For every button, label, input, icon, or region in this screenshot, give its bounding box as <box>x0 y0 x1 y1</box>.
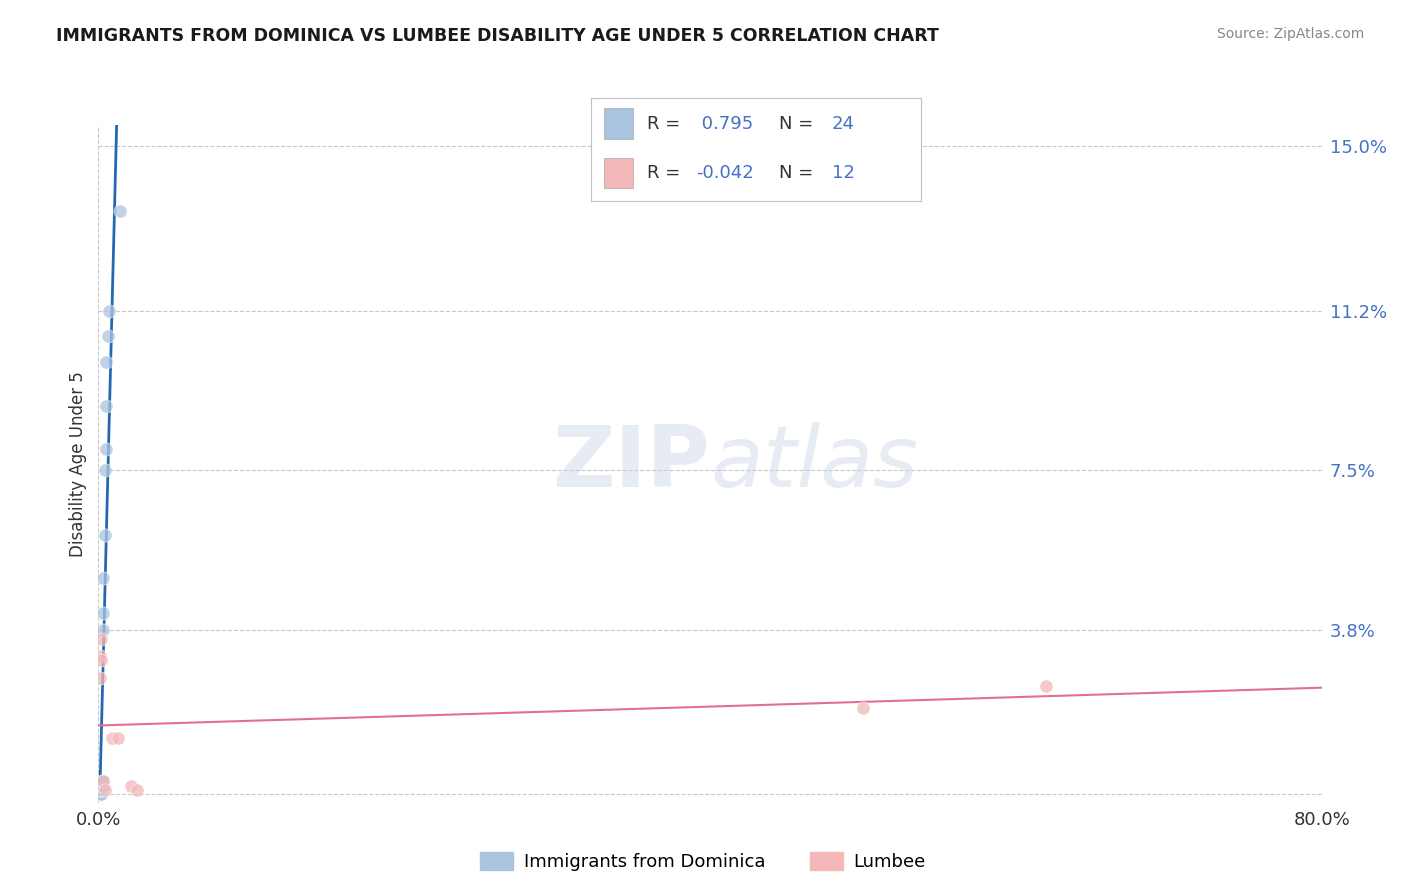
Legend: Immigrants from Dominica, Lumbee: Immigrants from Dominica, Lumbee <box>472 846 934 879</box>
Point <box>91 774 114 789</box>
Point <box>90 632 112 646</box>
Point <box>101 731 124 745</box>
Point <box>125 782 148 797</box>
Point <box>89 787 111 801</box>
Point <box>90 779 112 793</box>
Text: R =: R = <box>647 164 686 182</box>
Text: 0.795: 0.795 <box>696 115 754 133</box>
Text: Source: ZipAtlas.com: Source: ZipAtlas.com <box>1216 27 1364 41</box>
Point <box>91 779 114 793</box>
Point <box>90 653 112 667</box>
Point <box>90 782 112 797</box>
Point <box>93 782 115 797</box>
Point <box>91 623 114 637</box>
Point <box>93 528 115 542</box>
Point <box>94 442 117 456</box>
Point <box>91 606 114 620</box>
Point <box>90 787 112 801</box>
Text: R =: R = <box>647 115 686 133</box>
Point <box>89 648 111 663</box>
Point <box>97 329 120 343</box>
Text: N =: N = <box>779 164 818 182</box>
Point <box>89 671 111 685</box>
Text: -0.042: -0.042 <box>696 164 754 182</box>
Point <box>120 779 142 793</box>
Point <box>91 571 114 585</box>
Point <box>98 303 121 318</box>
Point <box>90 782 112 797</box>
Point <box>108 204 131 219</box>
Point <box>91 774 114 789</box>
Point <box>90 787 112 801</box>
Point <box>852 701 875 715</box>
Point <box>94 399 117 413</box>
Point <box>89 787 111 801</box>
Y-axis label: Disability Age Under 5: Disability Age Under 5 <box>69 371 87 557</box>
Point <box>89 787 111 801</box>
FancyBboxPatch shape <box>603 158 634 188</box>
Text: ZIP: ZIP <box>553 422 710 506</box>
Point <box>91 774 114 789</box>
Text: 24: 24 <box>832 115 855 133</box>
FancyBboxPatch shape <box>603 109 634 139</box>
Text: 12: 12 <box>832 164 855 182</box>
Point <box>93 463 115 477</box>
Point <box>1035 679 1057 693</box>
Point <box>91 779 114 793</box>
Text: atlas: atlas <box>710 422 918 506</box>
Point <box>90 782 112 797</box>
Point <box>107 731 129 745</box>
Point <box>94 355 117 369</box>
Text: IMMIGRANTS FROM DOMINICA VS LUMBEE DISABILITY AGE UNDER 5 CORRELATION CHART: IMMIGRANTS FROM DOMINICA VS LUMBEE DISAB… <box>56 27 939 45</box>
Text: N =: N = <box>779 115 818 133</box>
